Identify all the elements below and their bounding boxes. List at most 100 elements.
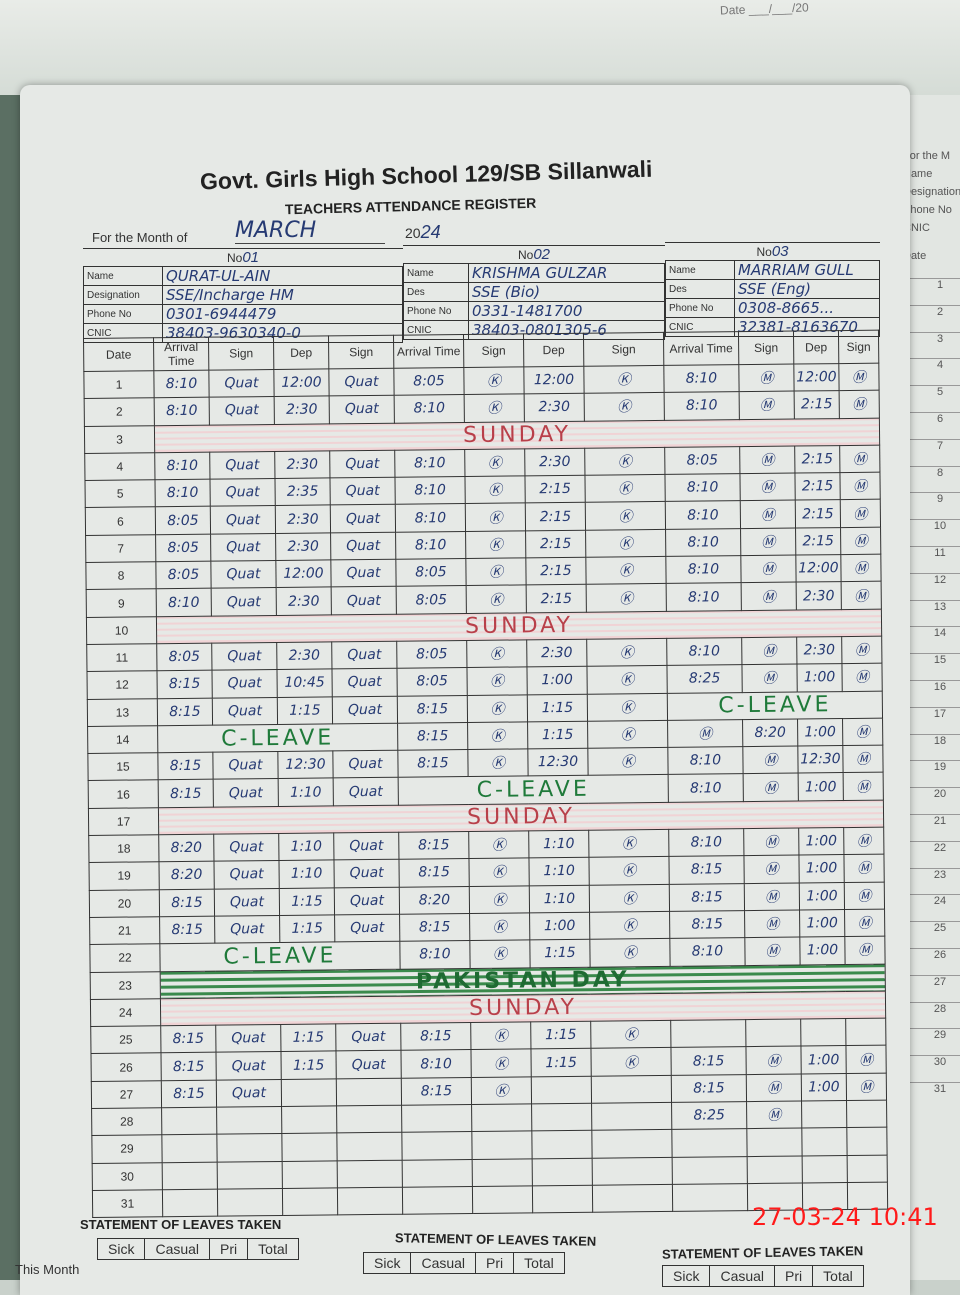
- departure-sign: Quat: [331, 641, 397, 670]
- departure-sign: Quat: [335, 1023, 401, 1052]
- teacher-designation: SSE (Bio): [468, 282, 665, 302]
- departure-time: 2:15: [794, 445, 840, 474]
- departure-time: 2:30: [275, 532, 331, 561]
- arrival-time: 8:05: [396, 585, 467, 614]
- arrival-sign: Quat: [209, 396, 275, 425]
- teacher-no-value: 02: [533, 246, 551, 263]
- arrival-sign: Ⓜ: [739, 473, 796, 502]
- leaves-header: Pri: [475, 1252, 515, 1274]
- arrival-time: 8:10: [665, 555, 742, 584]
- leaves-title-1: STATEMENT OF LEAVES TAKEN: [80, 1217, 282, 1232]
- arrival-sign: Ⓚ: [469, 940, 531, 969]
- arrival-time: 8:15: [669, 910, 745, 939]
- arrival-sign: Ⓜ: [744, 909, 800, 938]
- next-page-title: For the M: [903, 150, 951, 162]
- date-cell: 4: [84, 452, 155, 481]
- teacher-designation: SSE/Incharge HM: [162, 285, 403, 305]
- departure-sign: Quat: [332, 750, 399, 779]
- departure-sign: [846, 1127, 888, 1156]
- arrival-time: 8:10: [664, 391, 740, 421]
- teacher-phone: 0308-8665...: [734, 298, 880, 318]
- arrival-time: 8:05: [393, 367, 465, 396]
- arrival-sign: Ⓚ: [466, 639, 527, 668]
- attendance-table: Date Arrival Time Sign Dep Sign Arrival Time S…: [83, 330, 888, 1218]
- arrival-time: 8:15: [401, 1077, 472, 1106]
- date-cell: 19: [88, 862, 160, 891]
- date-cell: 30: [92, 1162, 163, 1191]
- departure-sign: Ⓜ: [845, 1045, 887, 1074]
- col-sign: Sign: [328, 335, 394, 369]
- departure-time: 1:15: [280, 1024, 336, 1052]
- arrival-sign: Ⓚ: [464, 476, 526, 504]
- arrival-time: [672, 1156, 748, 1185]
- month-value: MARCH: [235, 218, 385, 244]
- departure-time: 2:15: [794, 390, 840, 419]
- next-page-date-number: 17: [903, 706, 960, 734]
- arrival-time: 8:05: [155, 561, 212, 590]
- departure-sign: [591, 1129, 673, 1158]
- departure-sign: Ⓜ: [843, 827, 884, 855]
- arrival-sign: Quat: [213, 860, 280, 889]
- date-cell: 27: [91, 1080, 162, 1109]
- departure-sign: [336, 1077, 402, 1106]
- arrival-time: Ⓜ: [667, 719, 743, 748]
- arrival-sign: Ⓚ: [468, 830, 529, 859]
- leave-note: C-LEAVE: [157, 723, 398, 753]
- departure-time: 1:15: [527, 693, 588, 722]
- arrival-sign: Ⓜ: [746, 1073, 802, 1102]
- col-arrival: Arrival Time: [663, 331, 739, 366]
- arrival-time: 8:20: [158, 834, 214, 863]
- departure-time: 2:30: [526, 639, 587, 668]
- date-cell: 11: [86, 643, 157, 672]
- arrival-time: 8:10: [154, 452, 210, 480]
- next-page-date-number: 29: [903, 1028, 960, 1055]
- departure-time: 1:00: [526, 666, 588, 695]
- cnic-label: CNIC: [83, 323, 163, 343]
- arrival-time: 8:10: [394, 449, 465, 478]
- departure-time: [282, 1187, 338, 1216]
- no-label: No: [226, 251, 243, 265]
- departure-sign: Ⓚ: [588, 829, 669, 858]
- departure-sign: Quat: [334, 886, 400, 915]
- year-value: 24: [420, 222, 441, 242]
- leaves-header: Sick: [362, 1252, 412, 1274]
- next-page-date-number: 15: [903, 653, 960, 680]
- arrival-time: 8:05: [155, 506, 211, 535]
- arrival-sign: Ⓜ: [741, 582, 797, 611]
- arrival-time: 8:10: [668, 828, 744, 857]
- departure-sign: Ⓚ: [585, 501, 666, 531]
- arrival-time: 8:10: [665, 501, 741, 530]
- top-date-stamp: Date ___/___/20: [719, 0, 809, 18]
- departure-time: 2:15: [795, 500, 841, 528]
- date-cell: 21: [89, 916, 160, 945]
- cnic-label: CNIC: [403, 320, 469, 340]
- arrival-sign: Ⓚ: [467, 694, 528, 723]
- teacher-info-2: No02 Name KRISHMA GULZAR Des SSE (Bio) Phone …: [403, 245, 665, 341]
- next-page-date-number: 6: [903, 411, 960, 439]
- arrival-time: 8:10: [153, 370, 210, 399]
- arrival-time: 8:05: [396, 640, 467, 669]
- departure-time: 1:15: [277, 696, 333, 725]
- arrival-sign: [217, 1188, 283, 1217]
- departure-sign: Ⓚ: [589, 938, 671, 967]
- departure-sign: Ⓚ: [588, 856, 670, 885]
- departure-sign: Ⓚ: [586, 638, 667, 667]
- arrival-sign: Ⓚ: [470, 1021, 531, 1050]
- arrival-sign: 8:20: [742, 718, 798, 747]
- leaves-header: Pri: [774, 1265, 814, 1287]
- col-dep: Dep: [523, 333, 584, 367]
- arrival-sign: Quat: [212, 697, 278, 726]
- next-page-date-number: 22: [903, 840, 960, 868]
- departure-time: 2:15: [525, 530, 586, 558]
- departure-sign: Ⓜ: [839, 445, 880, 473]
- arrival-sign: Quat: [211, 669, 278, 698]
- departure-time: 1:10: [528, 830, 589, 859]
- col-arrival: Arrival Time: [153, 337, 209, 371]
- next-page-date-number: 18: [903, 733, 960, 761]
- designation-label: Des: [665, 279, 735, 299]
- arrival-time: 8:10: [667, 746, 744, 775]
- next-page-date-number: 23: [903, 867, 960, 895]
- arrival-sign: Quat: [209, 451, 275, 480]
- arrival-time: 8:15: [157, 752, 214, 781]
- teacher-name: QURAT-UL-AIN: [162, 266, 403, 286]
